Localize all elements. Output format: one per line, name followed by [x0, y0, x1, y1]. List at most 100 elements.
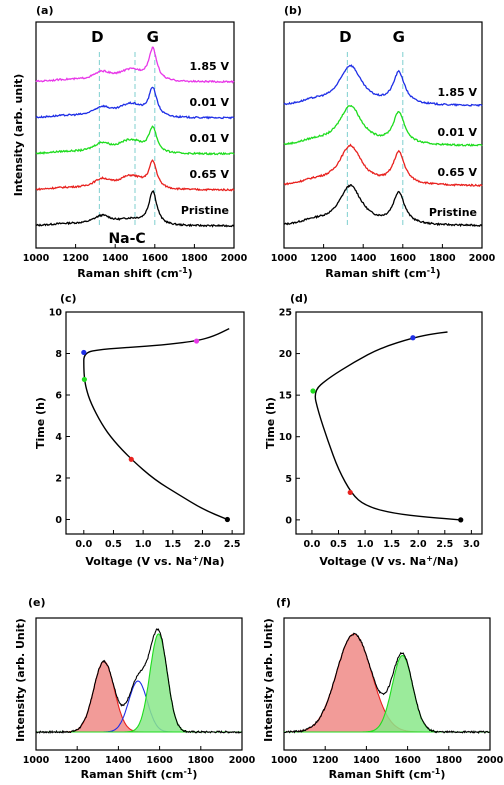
panel-c-ytick-label: 6	[55, 390, 62, 401]
panel-e-xtick-label: 2000	[229, 755, 256, 766]
panel-b-series-label: Pristine	[429, 206, 477, 219]
panel-b-xlabel: Raman shift (cm-1)	[325, 266, 440, 280]
panel-a-xtick-label: 1200	[62, 253, 89, 264]
panel-f-component-1	[284, 655, 490, 733]
panel-d-xtick-label: 2.0	[410, 539, 427, 550]
panel-d-marker-blue	[410, 335, 416, 341]
panel-e-component-0	[36, 660, 242, 733]
panel-f-spectrum	[283, 632, 491, 735]
panel-a-series-label: 1.85 V	[190, 60, 230, 73]
panel-c-marker-red	[128, 456, 134, 462]
panel-f-xtick-label: 1200	[312, 755, 339, 766]
panel-d-xlabel: Voltage (V vs. Na+/Na)	[319, 554, 458, 568]
panel-b-xtick-label: 1200	[310, 253, 337, 264]
panel-c-frame	[65, 311, 245, 535]
panel-a-xlabel: Raman shift (cm-1)	[77, 266, 192, 280]
panel-b-xtick-label: 1400	[350, 253, 377, 264]
panel-a-series-0.65-v	[35, 159, 235, 192]
panel-c-xtick-label: 2.0	[194, 539, 211, 550]
panel-a-peak-label: G	[147, 28, 159, 46]
panel-a-series-label: 0.01 V	[190, 132, 230, 145]
panel-a-label: (a)	[36, 4, 53, 17]
panel-f-xtick-label: 1400	[353, 755, 380, 766]
panel-b-xtick-label: 1000	[271, 253, 298, 264]
panel-b-peak-label: D	[339, 28, 351, 46]
panel-f-frame	[283, 617, 491, 751]
panel-b-frame	[283, 21, 483, 249]
panel-f-xlabel: Raman Shift (cm-1)	[329, 767, 446, 781]
panel-b-xtick-label: 2000	[469, 253, 496, 264]
panel-f-label: (f)	[276, 596, 291, 609]
panel-c-xtick-label: 1.0	[135, 539, 152, 550]
panel-b-series-label: 0.01 V	[438, 126, 478, 139]
panel-e-xtick-label: 1400	[105, 755, 132, 766]
panel-d-ytick-label: 5	[285, 474, 292, 485]
panel-d-marker-black	[458, 517, 464, 523]
panel-c-xtick-label: 1.5	[164, 539, 181, 550]
panel-a-xtick-label: 1600	[142, 253, 169, 264]
panel-d-frame	[295, 311, 483, 535]
panel-c-marker-green	[81, 376, 87, 383]
panel-d-ytick-label: 15	[279, 391, 292, 402]
panel-e-xtick-label: 1200	[64, 755, 91, 766]
panel-a-series-0.01-v	[35, 86, 235, 120]
panel-e-xtick-label: 1000	[23, 755, 50, 766]
panel-e-ylabel: Intensity (arb. Unit)	[14, 618, 27, 742]
panel-a-annotation: Na-C	[108, 231, 145, 247]
panel-a-series-label: Pristine	[181, 204, 229, 217]
panel-b-series-0.65-v	[283, 143, 483, 188]
panel-c-curve	[83, 327, 230, 521]
panel-c-marker-magenta	[193, 338, 200, 344]
panel-e-xlabel: Raman Shift (cm-1)	[81, 767, 198, 781]
panel-f-xtick-label: 1000	[271, 755, 298, 766]
panel-d-marker-green	[310, 388, 316, 394]
panel-d-xtick-label: 0.5	[330, 539, 347, 550]
panel-d-xtick-label: 1.5	[383, 539, 400, 550]
panel-c-xtick-label: 2.5	[224, 539, 241, 550]
panel-d-xtick-label: 1.0	[357, 539, 374, 550]
panel-e-xtick-label: 1600	[146, 755, 173, 766]
panel-c-xtick-label: 0.0	[75, 539, 92, 550]
panel-a-xtick-label: 2000	[221, 253, 248, 264]
panel-e-component-2	[36, 633, 242, 733]
panel-d-curve	[314, 331, 461, 521]
panel-a-frame	[35, 21, 235, 249]
panel-d-xtick-label: 0.0	[304, 539, 321, 550]
panel-f-xtick-label: 2000	[477, 755, 504, 766]
panel-a-series-label: 0.01 V	[190, 96, 230, 109]
panel-c-ytick-label: 8	[55, 349, 62, 360]
panel-b-series-1.85-v	[283, 64, 483, 108]
panel-f-xtick-label: 1800	[436, 755, 463, 766]
panel-b-xtick-label: 1600	[390, 253, 417, 264]
panel-c-ytick-label: 4	[55, 432, 62, 443]
panel-d-xtick-label: 3.0	[463, 539, 480, 550]
panel-f-ylabel: Intensity (arb. Unit)	[262, 618, 275, 742]
panel-a-peak-label: D	[91, 28, 103, 46]
panel-d-label: (d)	[290, 292, 308, 305]
panel-d-ytick-label: 20	[279, 349, 293, 360]
panel-a-series-0.01-v	[35, 125, 235, 156]
panel-c-label: (c)	[60, 292, 77, 305]
panel-a-series-label: 0.65 V	[190, 168, 230, 181]
panel-a-series-1.85-v	[35, 46, 235, 84]
panel-c-ylabel: Time (h)	[34, 397, 47, 449]
panel-e-xtick-label: 1800	[188, 755, 215, 766]
panel-b-peak-label: G	[393, 28, 405, 46]
panel-d-ylabel: Time (h)	[264, 397, 277, 449]
panel-e-frame	[35, 617, 243, 751]
panel-a-xtick-label: 1000	[23, 253, 50, 264]
panel-b-label: (b)	[284, 4, 302, 17]
panel-d-ytick-label: 25	[279, 308, 292, 319]
panel-b-series-pristine	[283, 184, 483, 228]
panel-b-series-label: 1.85 V	[438, 86, 478, 99]
panel-c-xlabel: Voltage (V vs. Na+/Na)	[85, 554, 224, 568]
panel-c-ytick-label: 0	[55, 515, 62, 526]
panel-e-spectrum	[35, 628, 243, 734]
panel-b-xtick-label: 1800	[429, 253, 456, 264]
panel-a-xtick-label: 1800	[181, 253, 208, 264]
panel-a-series-pristine	[35, 189, 235, 228]
panel-b-series-0.01-v	[283, 104, 483, 147]
panel-e-label: (e)	[28, 596, 46, 609]
panel-d-ytick-label: 0	[285, 515, 292, 526]
panel-c-ytick-label: 2	[55, 473, 62, 484]
